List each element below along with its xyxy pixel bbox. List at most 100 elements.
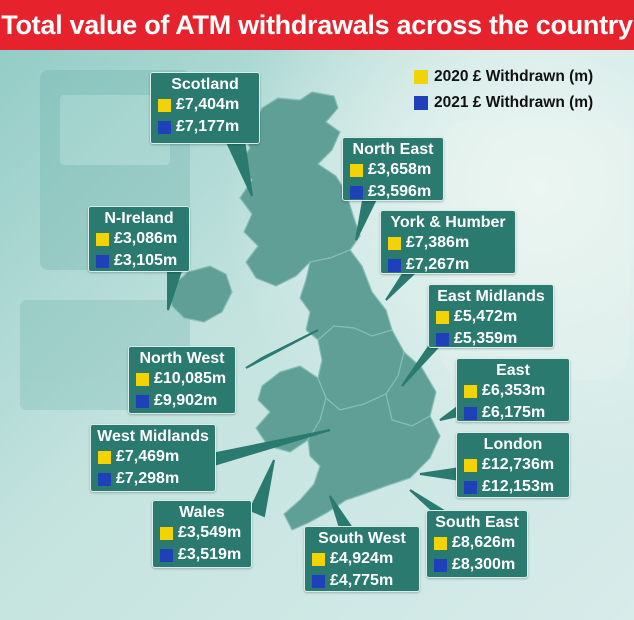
- region-name: Wales: [179, 504, 225, 521]
- region-box-east: East £6,353m £6,175m: [456, 358, 570, 422]
- value-row-2021: £3,105m: [89, 250, 189, 272]
- value-2020: £4,924m: [330, 550, 394, 567]
- value-2021: £3,596m: [368, 183, 432, 200]
- swatch-2020: [98, 450, 111, 464]
- value-row-2021: £3,596m: [343, 181, 443, 203]
- region-south-shape: [283, 393, 441, 531]
- value-row-2020: £8,626m: [427, 532, 527, 554]
- region-box-south-west: South West £4,924m £4,775m: [304, 526, 420, 592]
- region-box-east-midlands: East Midlands £5,472m £5,359m: [428, 284, 554, 348]
- swatch-2021: [136, 394, 149, 408]
- legend-item-2021: 2021 £ Withdrawn (m): [414, 90, 626, 116]
- region-box-west-midlands: West Midlands £7,469m £7,298m: [90, 424, 216, 492]
- region-name: York & Humber: [390, 214, 506, 231]
- value-2021: £8,300m: [452, 556, 516, 573]
- value-row-2021: £3,519m: [153, 544, 251, 566]
- swatch-2021: [350, 185, 363, 199]
- value-row-2021: £9,902m: [129, 390, 235, 412]
- region-box-wales: Wales £3,549m £3,519m: [152, 500, 252, 568]
- value-2020: £12,736m: [482, 456, 555, 473]
- swatch-2021: [464, 406, 477, 420]
- value-row-2021: £7,177m: [151, 116, 259, 138]
- value-2021: £9,902m: [154, 392, 218, 409]
- swatch-2020: [136, 372, 149, 386]
- value-row-2020: £10,085m: [129, 368, 235, 390]
- value-row-2020: £7,386m: [381, 232, 515, 254]
- swatch-2020: [96, 232, 109, 246]
- value-2021: £7,177m: [176, 118, 240, 135]
- value-2020: £3,549m: [178, 524, 242, 541]
- value-row-2021: £5,359m: [429, 328, 553, 350]
- region-box-north-west: North West £10,085m £9,902m: [128, 346, 236, 414]
- swatch-2021: [158, 120, 171, 134]
- swatch-2021: [98, 472, 111, 486]
- swatch-2020: [464, 384, 477, 398]
- value-row-2020: £12,736m: [457, 454, 569, 476]
- value-2021: £5,359m: [454, 330, 518, 347]
- value-2021: £3,105m: [114, 252, 178, 269]
- region-box-london: London £12,736m £12,153m: [456, 432, 570, 498]
- region-box-york-humber: York & Humber £7,386m £7,267m: [380, 210, 516, 274]
- legend-item-2020: 2020 £ Withdrawn (m): [414, 64, 626, 90]
- region-name: East: [496, 362, 530, 379]
- swatch-2020: [464, 458, 477, 472]
- region-name: London: [483, 436, 543, 453]
- value-2020: £5,472m: [454, 308, 518, 325]
- swatch-2021: [160, 548, 173, 562]
- uk-map: [169, 91, 441, 531]
- swatch-2020: [436, 310, 449, 324]
- value-2020: £7,469m: [116, 448, 180, 465]
- legend: 2020 £ Withdrawn (m) 2021 £ Withdrawn (m…: [414, 64, 626, 116]
- region-name: North East: [352, 141, 434, 158]
- swatch-2020: [414, 70, 428, 84]
- page-title: Total value of ATM withdrawals across th…: [1, 9, 633, 40]
- value-row-2020: £5,472m: [429, 306, 553, 328]
- value-row-2020: £7,404m: [151, 94, 259, 116]
- value-row-2021: £4,775m: [305, 570, 419, 592]
- value-row-2020: £3,549m: [153, 522, 251, 544]
- region-box-south-east: South East £8,626m £8,300m: [426, 510, 528, 578]
- swatch-2020: [434, 536, 447, 550]
- value-row-2021: £7,267m: [381, 254, 515, 276]
- value-2021: £6,175m: [482, 404, 546, 421]
- value-2021: £12,153m: [482, 478, 555, 495]
- value-2020: £7,404m: [176, 96, 240, 113]
- swatch-2021: [312, 574, 325, 588]
- swatch-2020: [388, 236, 401, 250]
- value-2021: £7,298m: [116, 470, 180, 487]
- region-name: South West: [318, 530, 406, 547]
- swatch-2021: [96, 254, 109, 268]
- swatch-2021: [436, 332, 449, 346]
- swatch-2020: [160, 526, 173, 540]
- value-2020: £7,386m: [406, 234, 470, 251]
- value-row-2021: £7,298m: [91, 468, 215, 490]
- legend-label: 2020 £ Withdrawn (m): [434, 68, 594, 85]
- region-name: East Midlands: [437, 288, 545, 305]
- value-row-2021: £6,175m: [457, 402, 569, 424]
- region-name: West Midlands: [97, 428, 209, 445]
- value-2020: £3,086m: [114, 230, 178, 247]
- legend-label: 2021 £ Withdrawn (m): [434, 94, 594, 111]
- value-row-2021: £8,300m: [427, 554, 527, 576]
- region-n-ireland-shape: [169, 265, 233, 323]
- value-row-2020: £3,658m: [343, 159, 443, 181]
- swatch-2021: [434, 558, 447, 572]
- swatch-2020: [158, 98, 171, 112]
- value-2020: £10,085m: [154, 370, 227, 387]
- region-name: North West: [139, 350, 225, 367]
- value-2020: £6,353m: [482, 382, 546, 399]
- region-name: N-Ireland: [104, 210, 174, 227]
- value-2020: £8,626m: [452, 534, 516, 551]
- value-row-2020: £7,469m: [91, 446, 215, 468]
- value-2021: £3,519m: [178, 546, 242, 563]
- swatch-2021: [464, 480, 477, 494]
- title-bar: Total value of ATM withdrawals across th…: [0, 0, 634, 50]
- region-name: Scotland: [171, 76, 239, 93]
- value-2021: £7,267m: [406, 256, 470, 273]
- value-2021: £4,775m: [330, 572, 394, 589]
- region-name: South East: [435, 514, 519, 531]
- swatch-2020: [312, 552, 325, 566]
- value-row-2020: £3,086m: [89, 228, 189, 250]
- value-2020: £3,658m: [368, 161, 432, 178]
- region-box-scotland: Scotland £7,404m £7,177m: [150, 72, 260, 144]
